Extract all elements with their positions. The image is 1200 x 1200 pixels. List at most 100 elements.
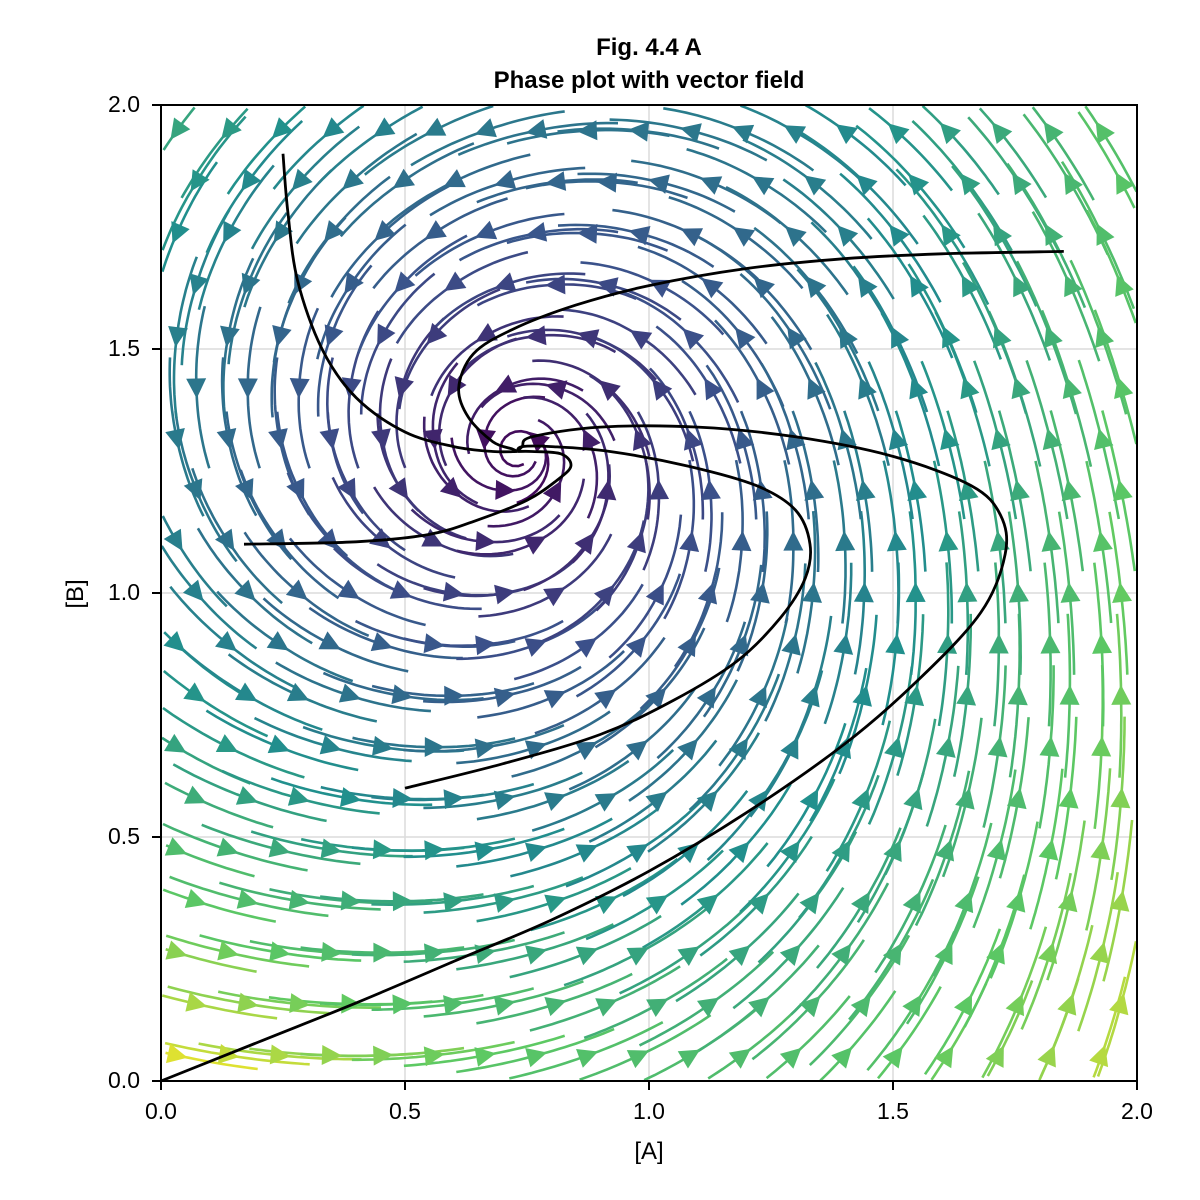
arrow-icon [525,221,548,242]
arrow-icon [475,635,497,656]
arrow-icon [525,945,548,965]
streamline [513,583,644,681]
arrow-icon [163,528,183,552]
arrow-icon [783,530,804,551]
arrow-icon [1110,787,1131,809]
arrow-icon [785,226,807,247]
arrow-icon [882,1046,903,1069]
arrow-icon [439,476,462,498]
streamline [332,547,482,611]
arrow-icon [525,119,548,139]
arrow-icon [750,582,770,604]
arrow-icon [319,735,342,755]
arrow-icon [679,123,702,143]
arrow-icon [236,889,259,909]
arrow-icon [1007,684,1028,706]
arrow-icon [392,788,413,809]
arrow-icon [373,942,394,963]
arrow-icon [1115,274,1134,297]
arrow-icon [942,326,961,349]
arrow-icon [372,839,394,860]
streamline [395,250,529,344]
arrow-icon [851,891,870,915]
arrow-icon [494,374,518,393]
arrow-icon [339,787,362,807]
arrow-icon [475,530,497,551]
arrow-icon [682,328,705,350]
arrow-icon [344,271,364,294]
arrow-icon [696,686,717,709]
arrow-icon [319,428,340,450]
arrow-icon [1044,325,1063,349]
streamline [819,990,897,1082]
arrow-icon [729,634,749,657]
arrow-icon [799,788,819,812]
arrow-icon [781,633,801,656]
arrow-icon [442,581,465,602]
arrow-icon [183,682,206,702]
arrow-icon [1005,993,1025,1017]
streamline [642,842,769,949]
arrow-icon [1011,377,1031,400]
arrow-icon [443,995,465,1015]
arrow-icon [748,685,767,709]
arrow-icon [626,947,649,966]
arrow-icon [183,478,203,501]
arrow-icon [321,941,342,962]
arrow-icon [423,1046,445,1067]
arrow-icon [184,888,207,908]
arrow-icon [1095,325,1115,349]
streamline [162,822,308,872]
arrow-icon [267,734,290,754]
arrow-icon [954,890,974,914]
arrow-icon [392,994,413,1015]
arrow-icon [392,891,413,912]
arrow-icon [646,998,669,1017]
arrow-icon [1058,787,1079,809]
arrow-icon [851,788,870,811]
arrow-icon [286,477,305,501]
streamline [804,103,907,187]
arrow-icon [389,580,413,599]
arrow-icon [494,169,517,190]
arrow-icon [1094,428,1114,451]
streamline [579,1014,712,1081]
arrow-icon [474,738,496,759]
arrow-icon [373,1045,394,1066]
arrow-icon [524,740,547,760]
arrow-icon [394,271,416,293]
arrow-icon [377,323,396,346]
arrow-icon [215,734,239,753]
streamline [509,914,662,979]
trajectory-line [404,444,813,790]
arrow-icon [958,479,979,502]
arrow-icon [237,992,259,1013]
streamline [359,272,436,415]
arrow-icon [783,125,807,144]
arrow-icon [908,173,930,196]
arrow-icon [699,176,723,195]
arrow-icon [1109,890,1130,912]
arrow-icon [752,479,773,501]
streamline [1084,105,1138,193]
arrow-icon [853,582,874,603]
arrow-icon [1008,582,1029,603]
arrow-icon [1092,633,1113,654]
streamline [874,824,947,974]
arrow-icon [596,172,617,193]
arrow-icon [289,993,311,1013]
arrow-icon [887,123,910,145]
arrow-icon [1096,223,1115,246]
arrow-icon [289,377,310,399]
arrow-icon [628,121,650,142]
arrow-icon [223,220,242,244]
arrow-icon [935,736,956,758]
trajectories [160,153,1064,1083]
arrow-icon [799,995,821,1018]
arrow-icon [493,687,516,708]
arrow-icon [525,1047,548,1068]
arrow-icon [493,996,516,1016]
arrow-icon [625,740,648,761]
arrow-icon [677,1049,701,1069]
arrow-icon [545,380,568,400]
